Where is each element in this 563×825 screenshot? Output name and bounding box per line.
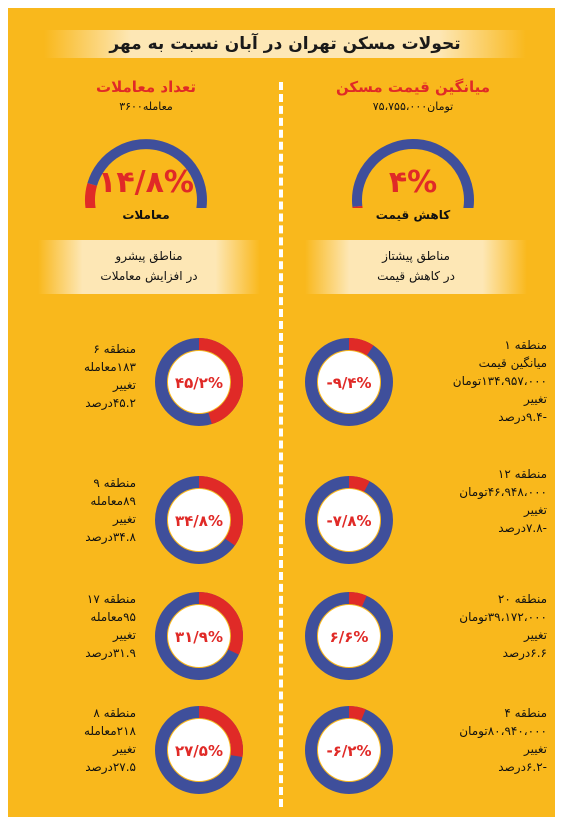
donut-value: -۹/۴% [326, 374, 371, 392]
region-6-donut: ۴۵/۲% [155, 338, 243, 426]
donut-segment [305, 706, 393, 794]
transaction-count: ۹۵معامله [90, 610, 136, 624]
band-line-2: در افزایش معاملات [100, 269, 198, 283]
price-value: ۴۶،۹۴۸،۰۰۰تومان [459, 485, 547, 499]
region-12-donut: -۷/۸% [305, 476, 393, 564]
change-label: تغییر [113, 628, 136, 642]
avg-price-value: ۷۵،۷۵۵،۰۰۰تومان [372, 100, 454, 113]
region-4-info: منطقه ۴ ۸۰،۹۴۰،۰۰۰تومان تغییر -۶.۲درصد [397, 704, 547, 776]
avg-price-gauge-track [352, 139, 474, 208]
transactions-header: تعداد معاملات ۳۶۰۰معامله [46, 78, 246, 113]
change-label: تغییر [113, 512, 136, 526]
region-name: منطقه ۶ [93, 342, 136, 356]
transaction-count: ۲۱۸معامله [83, 724, 136, 738]
region-8-donut: ۲۷/۵% [155, 706, 243, 794]
region-20-donut: ۶/۶% [305, 592, 393, 680]
donut-value: -۶/۲% [326, 742, 371, 760]
donut-value: ۴۵/۲% [175, 374, 223, 392]
price-value: ۱۳۴،۹۵۷،۰۰۰تومان [452, 374, 547, 388]
price-value: ۸۰،۹۴۰،۰۰۰تومان [459, 724, 547, 738]
info-line: میانگین قیمت [478, 356, 547, 370]
transactions-gauge-fill [85, 183, 98, 208]
change-value: -۹.۴درصد [498, 410, 547, 424]
region-name: منطقه ۸ [93, 706, 136, 720]
change-label: تغییر [524, 628, 547, 642]
change-value: -۷.۸درصد [498, 521, 547, 535]
band-line-2: در کاهش قیمت [377, 269, 455, 283]
region-17-info: منطقه ۱۷ ۹۵معامله تغییر ۳۱.۹درصد [36, 590, 136, 662]
leading-price-drop-band: مناطق پیشتاز در کاهش قیمت [305, 240, 527, 294]
donut-center [168, 489, 230, 551]
region-9-info: منطقه ۹ ۸۹معامله تغییر ۳۴.۸درصد [36, 474, 136, 546]
change-label: تغییر [524, 392, 547, 406]
donut-value: ۶/۶% [330, 628, 369, 646]
donut-center [318, 351, 380, 413]
donut-segment [155, 592, 243, 680]
transaction-count: ۱۸۳معامله [83, 360, 136, 374]
avg-price-gauge-label: کاهش قیمت [375, 208, 451, 222]
region-6-info: منطقه ۶ ۱۸۳معامله تغییر ۴۵.۲درصد [36, 340, 136, 412]
region-8-info: منطقه ۸ ۲۱۸معامله تغییر ۲۷.۵درصد [36, 704, 136, 776]
donut-center [318, 719, 380, 781]
region-name: منطقه ۹ [93, 476, 136, 490]
donut-value: -۷/۸% [326, 512, 371, 530]
donut-segment [305, 338, 393, 426]
region-1-donut: -۹/۴% [305, 338, 393, 426]
change-value: -۶.۲درصد [498, 760, 547, 774]
title-bar: تحولات مسکن تهران در آبان نسبت به مهر [44, 30, 526, 58]
region-name: منطقه ۱۲ [497, 467, 547, 481]
change-value: ۳۴.۸درصد [85, 530, 136, 544]
change-value: ۶.۶درصد [502, 646, 547, 660]
region-12-info: منطقه ۱۲ ۴۶،۹۴۸،۰۰۰تومان تغییر -۷.۸درصد [397, 465, 547, 537]
region-name: منطقه ۱ [504, 338, 547, 352]
donut-segment [155, 338, 243, 426]
transactions-title: تعداد معاملات [96, 78, 196, 96]
region-name: منطقه ۱۷ [86, 592, 136, 606]
change-label: تغییر [524, 503, 547, 517]
avg-price-header: میانگین قیمت مسکن ۷۵،۷۵۵،۰۰۰تومان [313, 78, 513, 113]
change-value: ۴۵.۲درصد [85, 396, 136, 410]
donut-value: ۳۴/۸% [175, 512, 223, 530]
region-20-info: منطقه ۲۰ ۳۹،۱۷۲،۰۰۰تومان تغییر ۶.۶درصد [397, 590, 547, 662]
donut-segment [155, 476, 243, 564]
region-4-donut: -۶/۲% [305, 706, 393, 794]
region-name: منطقه ۲۰ [497, 592, 547, 606]
donut-segment [155, 706, 243, 794]
change-value: ۳۱.۹درصد [85, 646, 136, 660]
transaction-count: ۸۹معامله [90, 494, 136, 508]
donut-value: ۲۷/۵% [175, 742, 223, 760]
region-1-info: منطقه ۱ میانگین قیمت ۱۳۴،۹۵۷،۰۰۰تومان تغ… [397, 336, 547, 426]
donut-center [168, 605, 230, 667]
donut-segment [305, 592, 393, 680]
donut-center [168, 351, 230, 413]
price-value: ۳۹،۱۷۲،۰۰۰تومان [459, 610, 547, 624]
region-name: منطقه ۴ [504, 706, 547, 720]
transactions-gauge-track [87, 139, 207, 208]
transactions-gauge-label: معاملات [122, 208, 170, 222]
transactions-gauge-value: ۱۴/۸% [98, 165, 194, 200]
page-title: تحولات مسکن تهران در آبان نسبت به مهر [109, 34, 461, 54]
change-label: تغییر [524, 742, 547, 756]
donut-value: ۳۱/۹% [175, 628, 223, 646]
change-value: ۲۷.۵درصد [85, 760, 136, 774]
avg-price-gauge-value: ۴% [389, 165, 437, 200]
change-label: تغییر [113, 378, 136, 392]
center-divider [279, 82, 283, 807]
transactions-value: ۳۶۰۰معامله [119, 100, 173, 113]
band-line-1: مناطق پیشرو [115, 249, 183, 263]
transactions-gauge: ۱۴/۸% [85, 139, 207, 208]
donut-center [318, 605, 380, 667]
avg-price-title: میانگین قیمت مسکن [335, 78, 491, 96]
change-label: تغییر [113, 742, 136, 756]
avg-price-gauge: ۴% [352, 139, 474, 208]
donut-center [168, 719, 230, 781]
donut-segment [305, 476, 393, 564]
band-line-1: مناطق پیشتاز [382, 249, 450, 263]
avg-price-gauge-fill [352, 205, 363, 208]
region-17-donut: ۳۱/۹% [155, 592, 243, 680]
leading-transactions-band: مناطق پیشرو در افزایش معاملات [38, 240, 260, 294]
region-9-donut: ۳۴/۸% [155, 476, 243, 564]
donut-center [318, 489, 380, 551]
